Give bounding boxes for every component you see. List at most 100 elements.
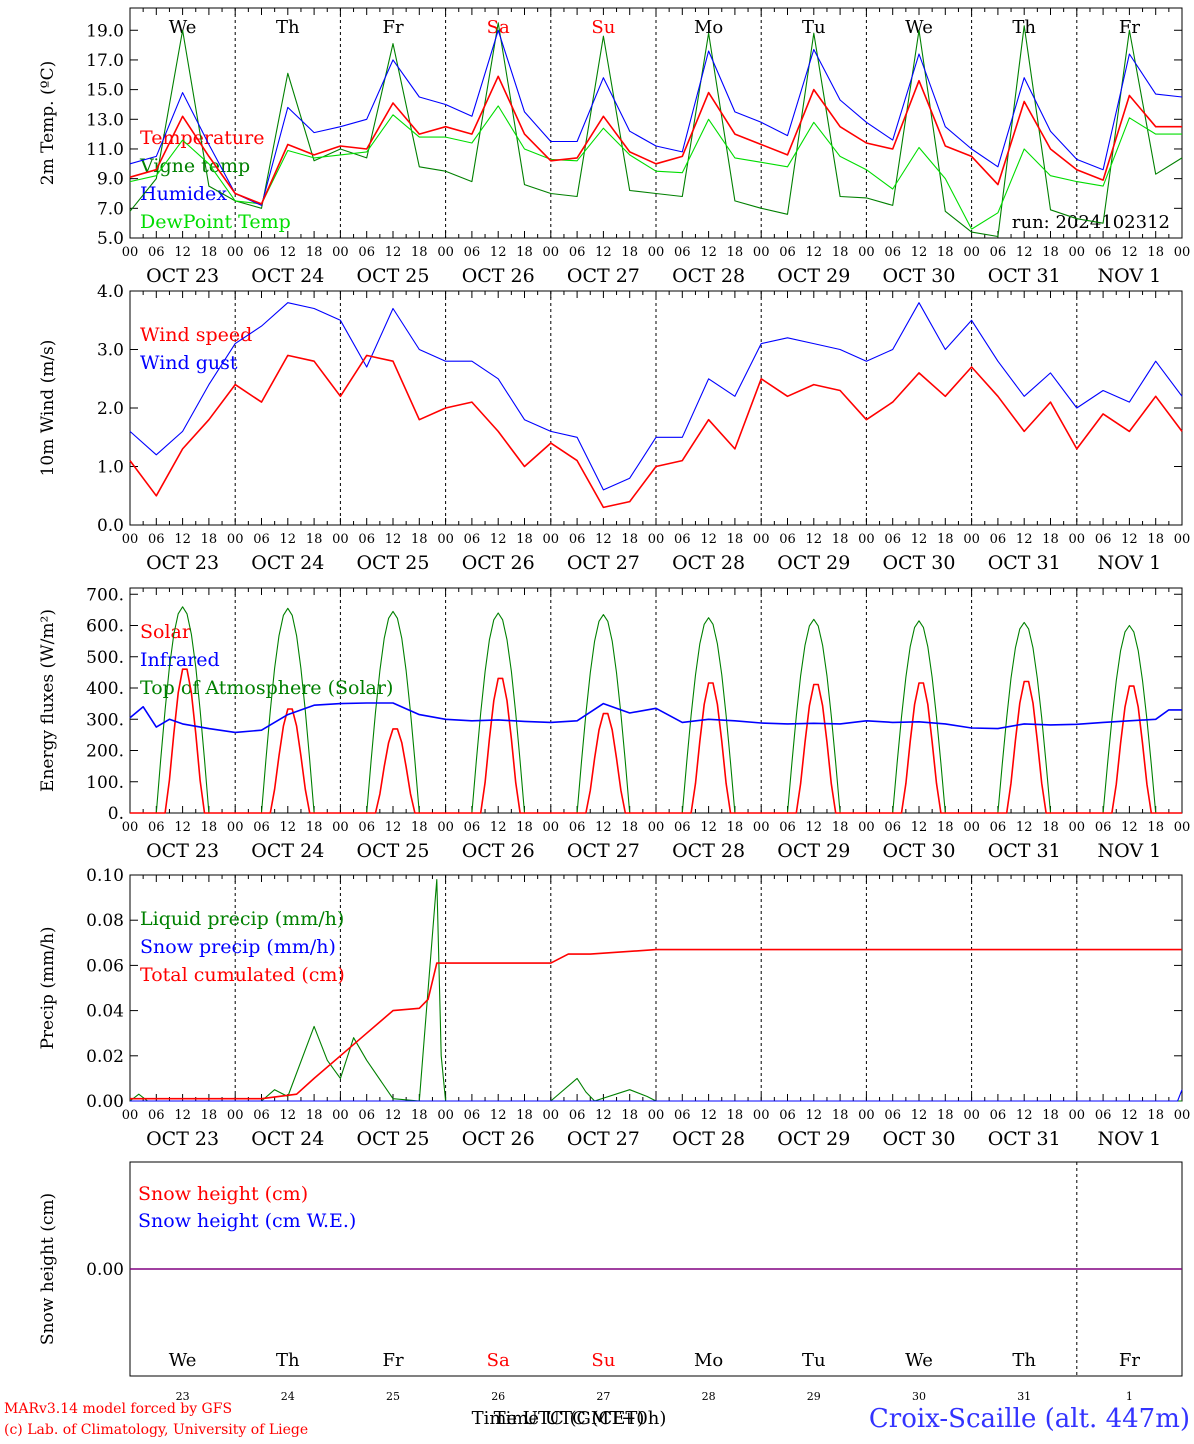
date-label: OCT 29 xyxy=(777,265,850,287)
hour-tick-label: 12 xyxy=(1121,245,1138,260)
hour-tick-label: 00 xyxy=(753,1108,770,1123)
hour-tick-label: 00 xyxy=(437,532,454,547)
y-tick-label: 0.10 xyxy=(86,866,124,886)
hour-tick-label: 18 xyxy=(1147,245,1164,260)
y-axis-label: Snow height (cm) xyxy=(38,1193,58,1345)
hour-tick-label: 12 xyxy=(806,1108,823,1123)
hour-tick-label: 18 xyxy=(201,532,218,547)
hour-tick-label: 12 xyxy=(700,1108,717,1123)
date-label: OCT 31 xyxy=(988,1128,1061,1150)
hour-tick-label: 00 xyxy=(963,245,980,260)
y-tick-label: 0.0 xyxy=(97,516,124,536)
weekday-label: Th xyxy=(276,17,300,38)
date-label: OCT 25 xyxy=(356,552,429,574)
hour-tick-label: 12 xyxy=(595,820,612,835)
hour-tick-label: 12 xyxy=(700,820,717,835)
hour-tick-label: 18 xyxy=(1042,532,1059,547)
date-label: OCT 25 xyxy=(356,265,429,287)
series-line-snow-precip-mm-h- xyxy=(130,1089,1183,1102)
date-label: OCT 29 xyxy=(777,552,850,574)
day-number-label: 23 xyxy=(176,1390,190,1403)
x-axis-label-cet: Time UTC (CET) xyxy=(494,1408,645,1429)
x-axis-label-gmt: Time UTC (GMT+0h) xyxy=(472,1408,667,1429)
hour-tick-label: 12 xyxy=(806,532,823,547)
hour-tick-label: 18 xyxy=(201,245,218,260)
y-tick-label: 0. xyxy=(108,804,124,824)
hour-tick-label: 12 xyxy=(1121,1108,1138,1123)
legend-entry: Liquid precip (mm/h) xyxy=(140,908,344,930)
hour-tick-label: 12 xyxy=(385,245,402,260)
weekday-label: Fr xyxy=(382,1350,403,1371)
station-name: Croix-Scaille (alt. 447m) xyxy=(869,1404,1190,1434)
date-label: OCT 24 xyxy=(251,1128,324,1150)
hour-tick-label: 18 xyxy=(516,1108,533,1123)
panel-2 xyxy=(129,290,1183,526)
hour-tick-label: 00 xyxy=(858,820,875,835)
hour-tick-label: 06 xyxy=(779,1108,796,1123)
date-label: OCT 29 xyxy=(777,840,850,862)
hour-tick-label: 06 xyxy=(674,1108,691,1123)
y-tick-label: 0.02 xyxy=(86,1047,124,1067)
y-tick-label: 11.0 xyxy=(86,140,124,160)
hour-tick-label: 12 xyxy=(806,820,823,835)
date-label: OCT 28 xyxy=(672,1128,745,1150)
hour-tick-label: 18 xyxy=(306,532,323,547)
hour-tick-label: 00 xyxy=(332,1108,349,1123)
hour-tick-label: 06 xyxy=(569,820,586,835)
y-axis-label: 2m Temp. (ºC) xyxy=(38,61,58,186)
footer-copyright: (c) Lab. of Climatology, University of L… xyxy=(4,1422,308,1438)
y-tick-label: 4.0 xyxy=(97,282,124,302)
weekday-label: We xyxy=(169,1350,197,1371)
y-tick-label: 0.08 xyxy=(86,911,124,931)
hour-tick-label: 00 xyxy=(227,1108,244,1123)
hour-tick-label: 18 xyxy=(937,245,954,260)
series-line-wind-gust xyxy=(129,302,1183,491)
hour-tick-label: 12 xyxy=(595,245,612,260)
hour-tick-label: 00 xyxy=(1069,245,1086,260)
hour-tick-label: 00 xyxy=(227,532,244,547)
hour-tick-label: 00 xyxy=(1174,532,1191,547)
hour-tick-label: 06 xyxy=(674,532,691,547)
series-line-wind-speed xyxy=(129,354,1183,509)
hour-tick-label: 12 xyxy=(911,1108,928,1123)
hour-tick-label: 18 xyxy=(937,1108,954,1123)
date-label: OCT 30 xyxy=(882,265,955,287)
hour-tick-label: 00 xyxy=(1174,820,1191,835)
hour-tick-label: 18 xyxy=(621,532,638,547)
weekday-label: Sa xyxy=(487,17,510,38)
date-label: OCT 23 xyxy=(146,265,219,287)
weekday-label: Su xyxy=(591,17,615,38)
hour-tick-label: 18 xyxy=(1147,532,1164,547)
hour-tick-label: 12 xyxy=(280,1108,297,1123)
hour-tick-label: 12 xyxy=(490,532,507,547)
hour-tick-label: 18 xyxy=(411,1108,428,1123)
date-label: OCT 24 xyxy=(251,265,324,287)
hour-tick-label: 12 xyxy=(1016,532,1033,547)
weekday-label: Tu xyxy=(802,1350,826,1371)
date-label: OCT 28 xyxy=(672,552,745,574)
hour-tick-label: 06 xyxy=(1095,245,1112,260)
hour-tick-label: 06 xyxy=(1095,1108,1112,1123)
hour-tick-label: 06 xyxy=(990,245,1007,260)
hour-tick-label: 06 xyxy=(148,820,165,835)
hour-tick-label: 06 xyxy=(990,1108,1007,1123)
y-tick-label: 600. xyxy=(86,617,124,637)
hour-tick-label: 18 xyxy=(621,1108,638,1123)
weekday-label: We xyxy=(169,17,197,38)
hour-tick-label: 00 xyxy=(648,245,665,260)
hour-tick-label: 18 xyxy=(621,245,638,260)
hour-tick-label: 18 xyxy=(727,820,744,835)
day-number-label: 24 xyxy=(281,1390,295,1403)
series-line-humidex xyxy=(129,29,1183,206)
y-tick-label: 0.00 xyxy=(86,1260,124,1280)
hour-tick-label: 18 xyxy=(832,1108,849,1123)
legend-entry: Temperature xyxy=(140,127,264,149)
date-label: OCT 26 xyxy=(462,1128,535,1150)
hour-tick-label: 12 xyxy=(490,820,507,835)
hour-tick-label: 12 xyxy=(174,1108,191,1123)
hour-tick-label: 00 xyxy=(648,1108,665,1123)
hour-tick-label: 00 xyxy=(963,820,980,835)
hour-tick-label: 00 xyxy=(332,820,349,835)
hour-tick-label: 06 xyxy=(674,820,691,835)
hour-tick-label: 06 xyxy=(779,245,796,260)
